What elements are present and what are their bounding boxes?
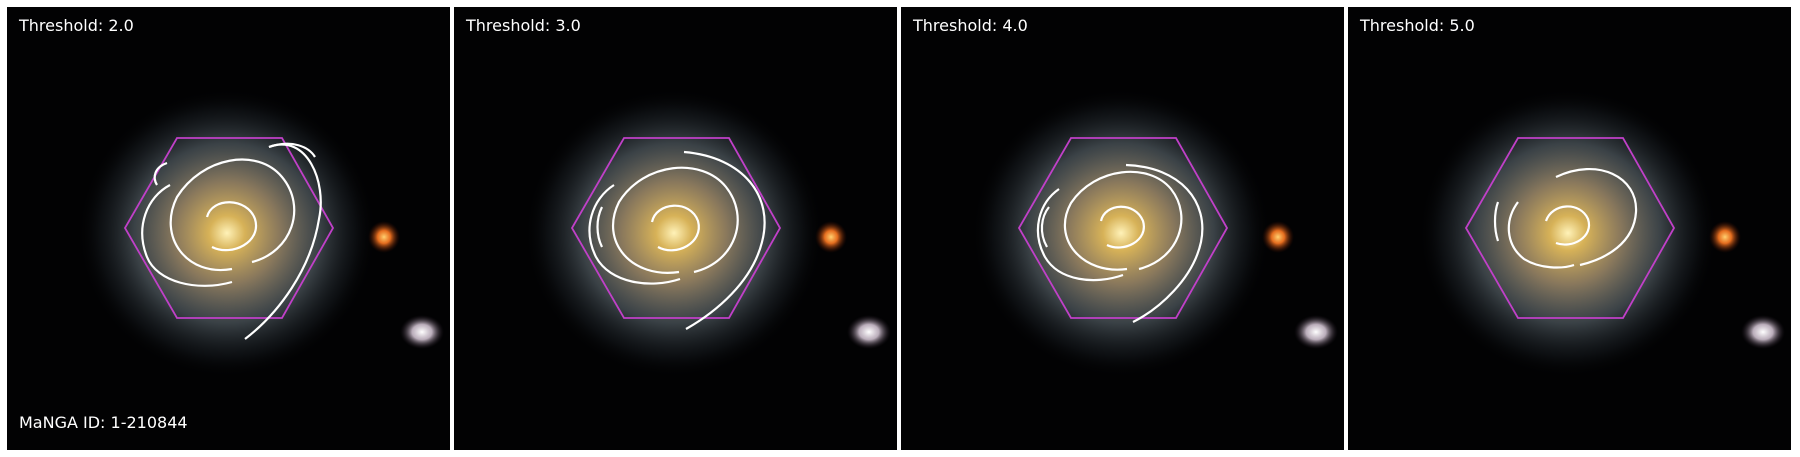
galaxy-image bbox=[7, 7, 450, 450]
spiral-contour bbox=[141, 142, 322, 340]
ifu-hexagon bbox=[1017, 137, 1229, 319]
red-star bbox=[1262, 221, 1294, 253]
white-source bbox=[400, 315, 444, 349]
spiral-contour bbox=[588, 150, 766, 330]
panel-threshold-4: Threshold: 4.0 bbox=[901, 7, 1344, 450]
ifu-hexagon bbox=[570, 137, 782, 319]
galaxy-image bbox=[454, 7, 897, 450]
galaxy-halo bbox=[1418, 88, 1718, 378]
white-source bbox=[1294, 315, 1338, 349]
threshold-label: Threshold: 3.0 bbox=[466, 16, 581, 35]
panel-threshold-2: Threshold: 2.0 MaNGA ID: 1-210844 bbox=[7, 7, 450, 450]
galaxy-halo bbox=[77, 88, 377, 378]
threshold-label: Threshold: 5.0 bbox=[1360, 16, 1475, 35]
red-star bbox=[815, 221, 847, 253]
white-source bbox=[847, 315, 891, 349]
panel-threshold-3: Threshold: 3.0 bbox=[454, 7, 897, 450]
threshold-label: Threshold: 4.0 bbox=[913, 16, 1028, 35]
spiral-contour bbox=[1036, 163, 1204, 323]
ifu-hexagon bbox=[123, 137, 335, 319]
red-star bbox=[1709, 221, 1741, 253]
galaxy-image bbox=[1348, 7, 1791, 450]
threshold-label: Threshold: 2.0 bbox=[19, 16, 134, 35]
galaxy-image bbox=[901, 7, 1344, 450]
panel-threshold-5: Threshold: 5.0 bbox=[1348, 7, 1791, 450]
manga-id-label: MaNGA ID: 1-210844 bbox=[19, 413, 188, 432]
white-source bbox=[1741, 315, 1785, 349]
ifu-hexagon bbox=[1464, 137, 1676, 319]
galaxy-halo bbox=[971, 88, 1271, 378]
red-star bbox=[368, 221, 400, 253]
spiral-contour bbox=[1493, 168, 1638, 269]
galaxy-halo bbox=[524, 88, 824, 378]
